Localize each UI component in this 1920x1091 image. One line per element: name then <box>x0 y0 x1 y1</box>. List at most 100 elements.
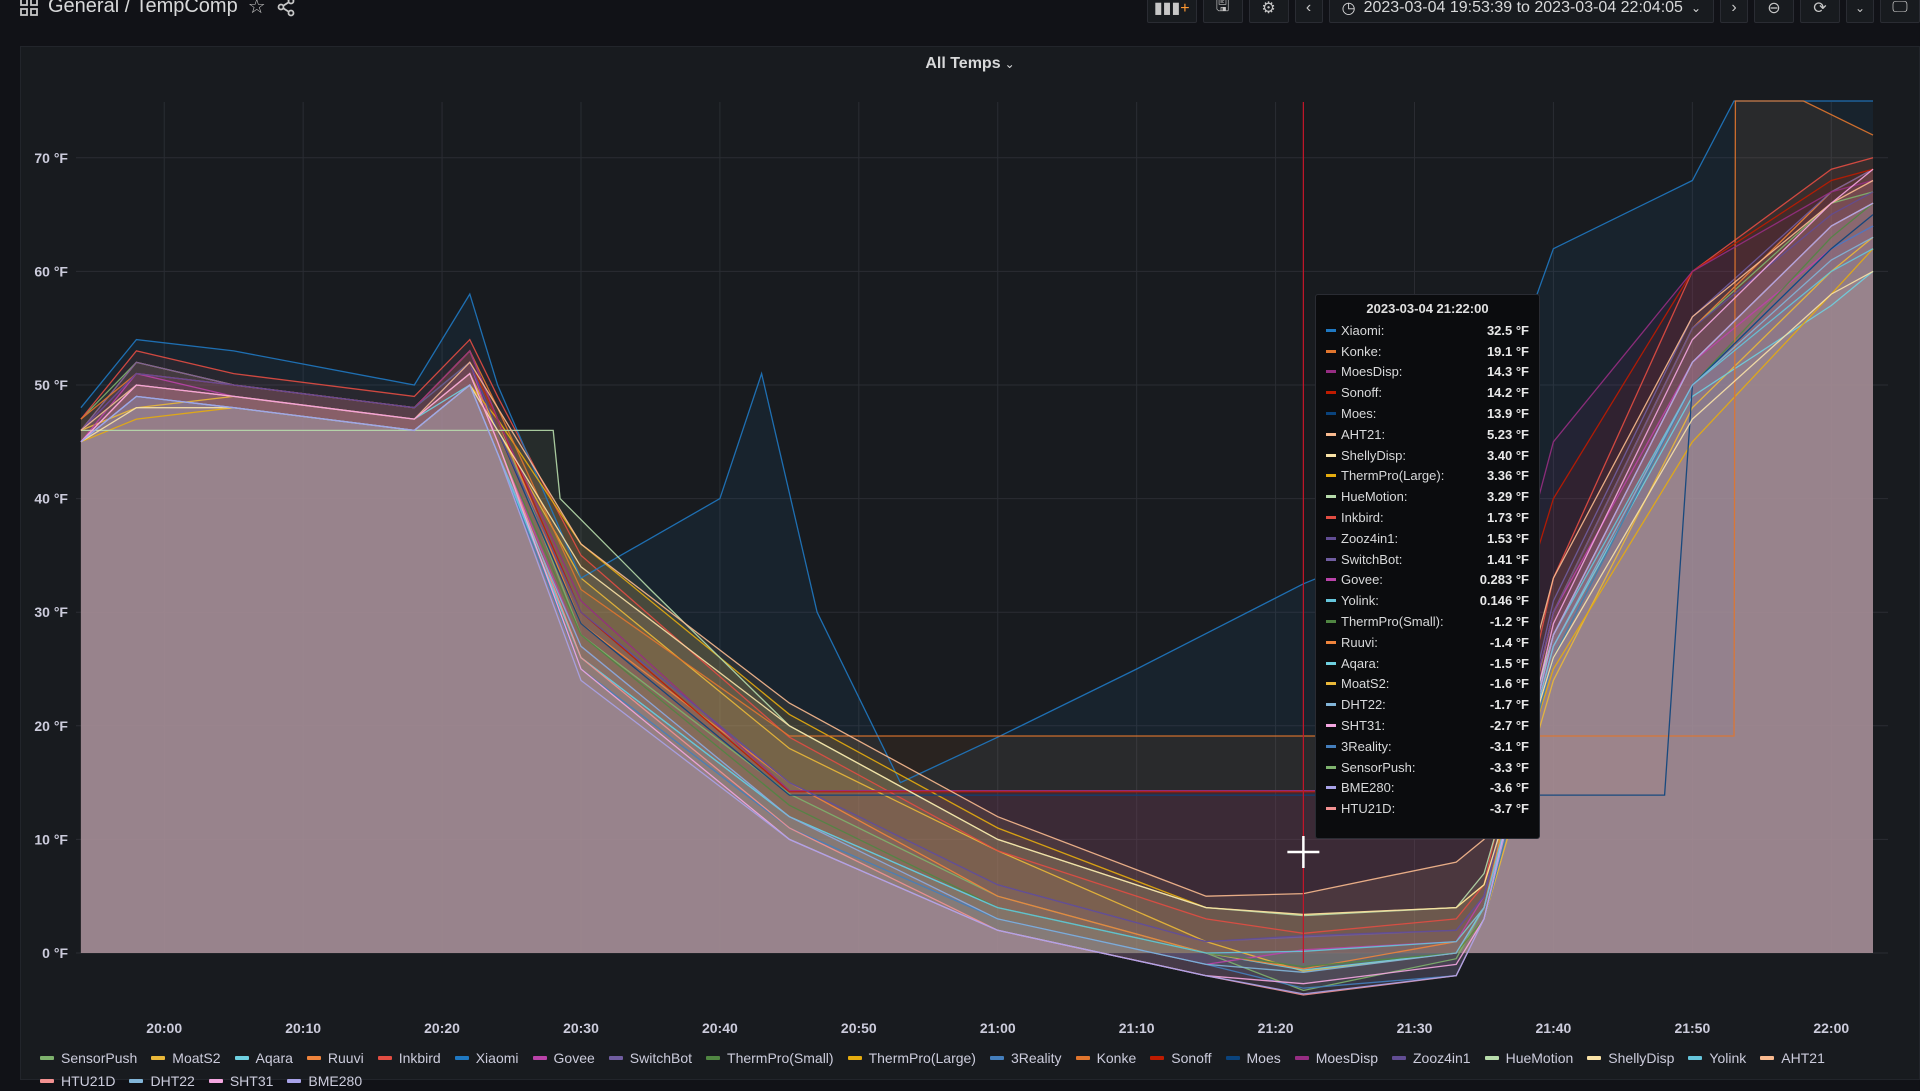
legend-item[interactable]: Inkbird <box>377 1048 441 1068</box>
chart-grid <box>76 102 1888 954</box>
legend-item[interactable]: ThermPro(Large) <box>847 1048 976 1068</box>
tooltip-series-name: Xiaomi: <box>1341 322 1385 338</box>
tooltip-series-value: 0.283 °F <box>1479 572 1529 588</box>
x-tick-label: 21:50 <box>1674 1020 1710 1036</box>
crosshair <box>1287 102 1320 963</box>
legend-swatch <box>608 1056 623 1060</box>
series-swatch <box>1326 578 1336 582</box>
series-swatch <box>1326 349 1336 353</box>
time-range-picker[interactable]: ◷ 2023-03-04 19:53:39 to 2023-03-04 22:0… <box>1328 0 1714 23</box>
refresh-button[interactable]: ⟳ <box>1800 0 1840 23</box>
series-swatch <box>1326 536 1336 540</box>
legend-swatch <box>1294 1056 1309 1060</box>
legend-swatch <box>234 1056 249 1060</box>
time-range-label: 2023-03-04 19:53:39 to 2023-03-04 22:04:… <box>1363 0 1683 16</box>
refresh-interval-picker[interactable]: ⌄ <box>1846 0 1874 23</box>
legend-item[interactable]: Sonoff <box>1150 1048 1212 1068</box>
legend-item[interactable]: Konke <box>1075 1048 1136 1068</box>
gear-icon: ⚙ <box>1261 0 1276 17</box>
legend-item[interactable]: MoatS2 <box>151 1048 221 1068</box>
add-panel-button[interactable]: ▮▮▮+ <box>1146 0 1197 23</box>
legend-item[interactable]: MoesDisp <box>1294 1048 1378 1068</box>
tooltip-series-name: Ruuvi: <box>1341 634 1378 650</box>
series-swatch <box>1326 432 1336 436</box>
apps-grid-icon[interactable] <box>20 0 38 16</box>
legend-item[interactable]: SensorPush <box>40 1048 137 1068</box>
legend-item[interactable]: Xiaomi <box>454 1048 519 1068</box>
save-dashboard-button[interactable]: 🖫 <box>1202 0 1243 23</box>
tooltip-series-name: ShellyDisp: <box>1341 447 1407 463</box>
legend-label: HueMotion <box>1505 1050 1574 1066</box>
legend-item[interactable]: BME280 <box>287 1071 362 1091</box>
tooltip-row: Moes: 13.9 °F <box>1326 403 1529 424</box>
legend-item[interactable]: Aqara <box>234 1048 293 1068</box>
legend-swatch <box>1484 1056 1499 1060</box>
legend-item[interactable]: HTU21D <box>40 1071 115 1091</box>
series-area-moesdisp <box>80 180 1873 953</box>
tooltip-row: AHT21: 5.23 °F <box>1326 424 1529 445</box>
legend-item[interactable]: ShellyDisp <box>1587 1048 1674 1068</box>
legend-item[interactable]: HueMotion <box>1484 1048 1574 1068</box>
dashboard-settings-button[interactable]: ⚙ <box>1248 0 1289 23</box>
series-area-zooz4in1 <box>80 191 1873 953</box>
legend-item[interactable]: Moes <box>1225 1048 1281 1068</box>
legend-item[interactable]: Yolink <box>1688 1048 1746 1068</box>
legend-item[interactable]: Zooz4in1 <box>1391 1048 1471 1068</box>
legend-item[interactable]: 3Reality <box>989 1048 1062 1068</box>
tooltip-series-value: -1.2 °F <box>1489 614 1529 630</box>
legend-label: DHT22 <box>150 1073 195 1089</box>
tooltip-row: ShellyDisp: 3.40 °F <box>1326 445 1529 466</box>
y-tick-label: 40 °F <box>34 491 68 507</box>
tooltip-series-value: 3.29 °F <box>1486 489 1529 505</box>
tooltip-series-name: MoesDisp: <box>1341 364 1403 380</box>
y-tick-label: 0 °F <box>42 945 68 961</box>
legend-label: BME280 <box>308 1073 363 1089</box>
y-tick-label: 10 °F <box>34 831 68 847</box>
series-area-moats2 <box>80 237 1873 972</box>
series-area-switchbot <box>80 169 1873 953</box>
legend-item[interactable]: AHT21 <box>1760 1048 1825 1068</box>
panel-title-text: All Temps <box>925 55 1001 72</box>
top-navbar: General / TempComp ☆ ▮▮▮+ 🖫 ⚙ ‹ ◷ 2023-0… <box>0 0 1920 36</box>
legend-label: Inkbird <box>398 1050 441 1066</box>
series-lines <box>80 100 1874 996</box>
legend-item[interactable]: Ruuvi <box>306 1048 364 1068</box>
legend-swatch <box>706 1056 721 1060</box>
tooltip-series-value: 14.3 °F <box>1486 364 1529 380</box>
y-axis: 0 °F 10 °F 20 °F 30 °F 40 °F 50 °F 60 °F 70 °F <box>34 150 68 961</box>
tooltip-row: 3Reality: -3.1 °F <box>1326 736 1529 757</box>
time-shift-back-button[interactable]: ‹ <box>1294 0 1323 23</box>
x-axis: 20:00 20:10 20:20 20:30 20:40 20:50 21:00 21:10… <box>146 1020 1849 1036</box>
time-shift-forward-button[interactable]: › <box>1720 0 1748 23</box>
chevron-down-icon: ⌄ <box>1854 1 1866 15</box>
tooltip-rows: Xiaomi: 32.5 °F Konke: 19.1 °F MoesDisp: 14.3… <box>1326 320 1529 819</box>
tv-mode-button[interactable]: 🖵 <box>1880 0 1920 23</box>
dashboard-title[interactable]: General / TempComp <box>48 0 238 17</box>
y-tick-label: 50 °F <box>34 377 68 393</box>
tooltip-row: MoatS2: -1.6 °F <box>1326 674 1529 695</box>
legend-label: SwitchBot <box>629 1050 693 1066</box>
legend-item[interactable]: ThermPro(Small) <box>706 1048 834 1068</box>
panel-title[interactable]: All Temps ⌄ <box>21 55 1919 73</box>
legend-item[interactable]: SHT31 <box>208 1071 273 1091</box>
refresh-icon: ⟳ <box>1813 0 1827 17</box>
legend-item[interactable]: DHT22 <box>129 1071 195 1091</box>
tooltip-row: SwitchBot: 1.41 °F <box>1326 549 1529 570</box>
legend-item[interactable]: Govee <box>532 1048 595 1068</box>
share-icon[interactable] <box>276 0 296 17</box>
series-swatch <box>1326 391 1336 395</box>
star-icon[interactable]: ☆ <box>247 0 266 18</box>
chevron-right-icon: › <box>1731 0 1737 16</box>
tooltip-series-name: Sonoff: <box>1341 385 1382 401</box>
series-line-bme280 <box>80 202 1874 995</box>
hover-tooltip: 2023-03-04 21:22:00 Xiaomi: 32.5 °F Konke:… <box>1315 294 1540 839</box>
tooltip-series-name: SHT31: <box>1341 718 1386 734</box>
legend-item[interactable]: SwitchBot <box>608 1048 693 1068</box>
zoom-out-button[interactable]: ⊖ <box>1754 0 1794 23</box>
legend-swatch <box>1075 1056 1090 1060</box>
tooltip-row: HueMotion: 3.29 °F <box>1326 486 1529 507</box>
series-area-thermpro(small) <box>80 203 1873 967</box>
tooltip-series-value: -3.1 °F <box>1489 738 1529 754</box>
tooltip-series-name: SensorPush: <box>1341 759 1416 775</box>
